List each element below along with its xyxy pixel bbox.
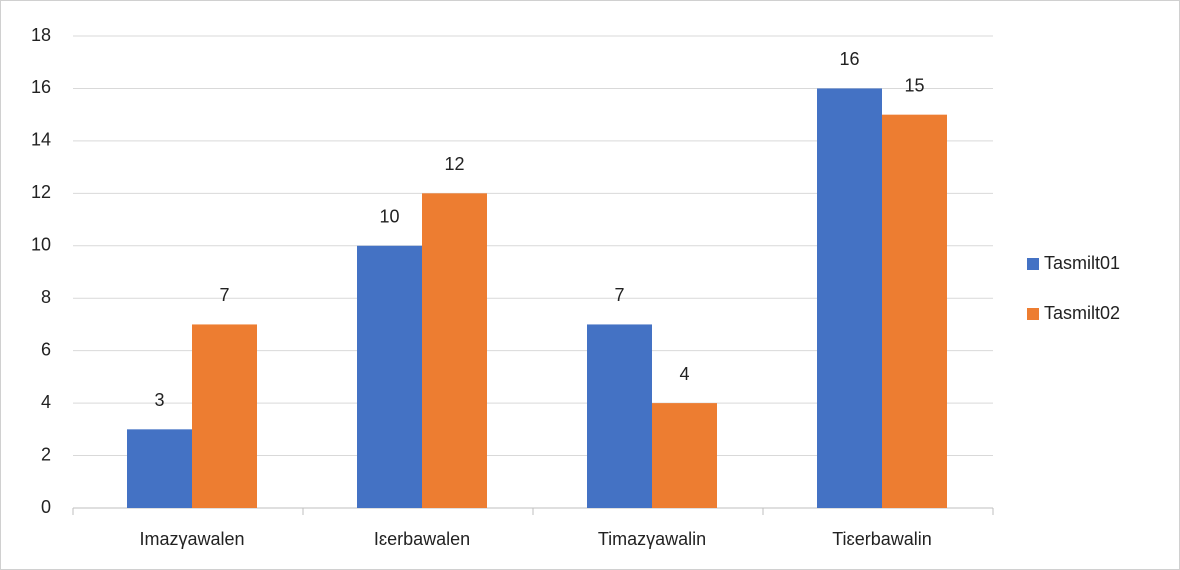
bar [882, 114, 947, 509]
y-tick-label: 10 [31, 235, 51, 255]
data-label: 3 [154, 390, 164, 410]
y-tick-label: 14 [31, 130, 51, 150]
data-label: 15 [904, 75, 924, 95]
bar [192, 324, 257, 508]
legend-label: Tasmilt01 [1044, 253, 1120, 273]
y-tick-label: 12 [31, 182, 51, 202]
x-tick-label: Tiɛerbawalin [832, 529, 932, 549]
data-label: 10 [379, 207, 399, 227]
bar [127, 429, 192, 508]
x-tick-label: Iɛerbawalen [374, 529, 470, 549]
bar [652, 403, 717, 508]
legend-swatch [1027, 308, 1039, 320]
data-label: 7 [219, 285, 229, 305]
y-tick-label: 16 [31, 77, 51, 97]
y-tick-label: 8 [41, 287, 51, 307]
data-label: 16 [839, 49, 859, 69]
bar [817, 88, 882, 508]
y-tick-label: 0 [41, 497, 51, 517]
legend-swatch [1027, 258, 1039, 270]
bar [422, 193, 487, 509]
y-tick-label: 18 [31, 25, 51, 45]
data-label: 12 [444, 154, 464, 174]
y-tick-label: 2 [41, 444, 51, 464]
data-label: 7 [614, 285, 624, 305]
x-tick-label: Imazγawalen [139, 529, 244, 549]
x-tick-label: Timazγawalin [598, 529, 706, 549]
legend-label: Tasmilt02 [1044, 303, 1120, 323]
data-label: 4 [679, 364, 689, 384]
y-tick-label: 4 [41, 392, 51, 412]
bar [587, 324, 652, 508]
bar [357, 245, 422, 508]
y-tick-label: 6 [41, 339, 51, 359]
